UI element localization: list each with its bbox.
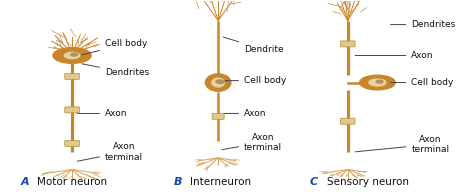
Text: Cell body: Cell body (223, 76, 286, 85)
Text: Dendrites: Dendrites (391, 20, 456, 29)
Text: Axon
terminal: Axon terminal (355, 135, 449, 154)
Text: C: C (310, 177, 318, 187)
Ellipse shape (205, 74, 231, 91)
Text: Cell body: Cell body (82, 39, 147, 55)
Text: Axon: Axon (77, 109, 128, 118)
Circle shape (216, 80, 225, 83)
Circle shape (71, 53, 78, 56)
Text: Dendrites: Dendrites (82, 64, 149, 77)
Circle shape (376, 80, 383, 83)
Text: Motor neuron: Motor neuron (36, 177, 107, 187)
FancyBboxPatch shape (212, 113, 224, 119)
Text: B: B (173, 177, 182, 187)
Text: Sensory neuron: Sensory neuron (327, 177, 409, 187)
Text: Axon: Axon (223, 109, 266, 118)
Circle shape (360, 75, 395, 90)
FancyBboxPatch shape (340, 41, 355, 47)
Text: Dendrite: Dendrite (223, 37, 284, 54)
Text: A: A (20, 177, 29, 187)
Text: Axon: Axon (355, 51, 434, 60)
FancyBboxPatch shape (65, 140, 79, 146)
Text: Axon
terminal: Axon terminal (77, 142, 143, 162)
Text: Interneuron: Interneuron (190, 177, 251, 187)
Circle shape (53, 48, 91, 63)
Circle shape (64, 52, 80, 59)
Ellipse shape (212, 78, 225, 87)
FancyBboxPatch shape (65, 107, 79, 113)
FancyBboxPatch shape (340, 118, 355, 124)
FancyBboxPatch shape (65, 73, 79, 79)
Circle shape (369, 79, 386, 86)
Text: Axon
terminal: Axon terminal (222, 133, 282, 152)
Text: Cell body: Cell body (391, 78, 454, 87)
